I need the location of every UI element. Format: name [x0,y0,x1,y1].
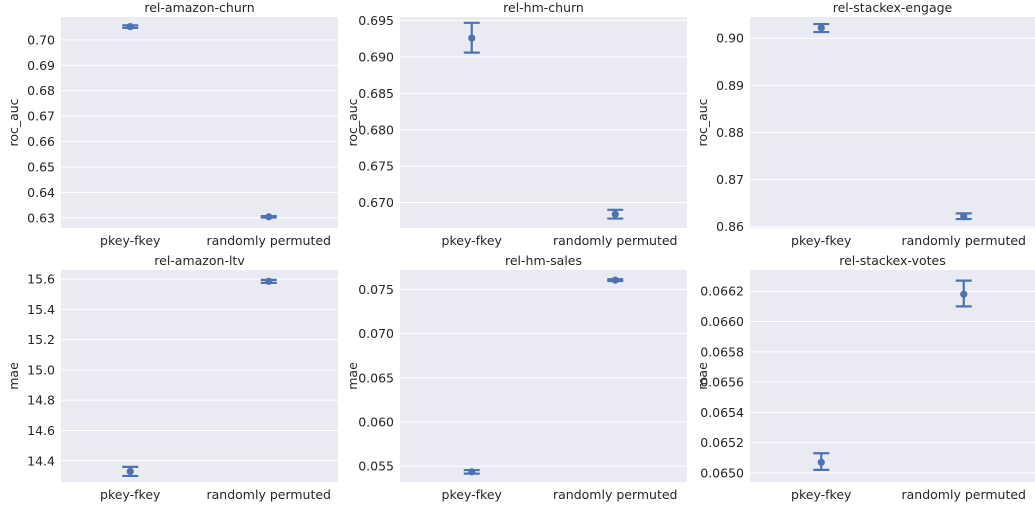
y-tick-label: 0.070 [358,326,394,341]
y-tick-label: 15.0 [27,362,55,377]
y-tick-label: 0.675 [358,159,394,174]
y-tick-label: 15.2 [27,332,55,347]
data-point [611,276,619,284]
x-tick-label: randomly permuted [902,487,1027,502]
axes-background [750,17,1035,228]
y-axis-label: mae [345,362,360,390]
y-tick-label: 0.680 [358,122,394,137]
subplot-title: rel-amazon-churn [144,0,254,15]
y-tick-label: 0.065 [358,370,394,385]
x-tick-label: randomly permuted [207,487,332,502]
y-tick-label: 0.0656 [700,375,744,390]
x-tick-label: randomly permuted [553,233,678,248]
axes-background [400,17,687,228]
subplot-title: rel-hm-churn [503,0,584,15]
data-point [126,467,134,475]
y-tick-label: 0.695 [358,13,394,28]
subplot-title: rel-stackex-engage [833,0,953,15]
y-tick-label: 0.70 [27,32,55,47]
y-tick-label: 0.66 [27,134,55,149]
y-tick-label: 0.67 [27,109,55,124]
y-tick-label: 0.0652 [700,435,744,450]
x-tick-label: randomly permuted [207,233,332,248]
subplot-rel-hm-sales: 0.055 0.060 0.065 0.070 0.075 pkey-fkey random… [345,253,687,502]
y-tick-label: 15.6 [27,272,55,287]
x-tick-label: pkey-fkey [442,233,503,248]
axes-background [750,270,1035,482]
axes-background [400,270,687,482]
y-tick-label: 0.87 [716,172,744,187]
y-tick-label: 0.690 [358,50,394,65]
y-axis-label: roc_auc [695,98,710,146]
y-tick-label: 0.88 [716,125,744,140]
data-point [126,23,134,31]
y-tick-label: 15.4 [27,302,55,317]
data-point [265,213,273,221]
data-point [468,34,476,42]
subplot-rel-amazon-churn: 0.63 0.64 0.65 0.66 0.67 0.68 0.69 0.70 pkey-fke… [6,0,338,248]
subplot-rel-stackex-votes: 0.0650 0.0652 0.0654 0.0656 0.0658 0.0660 0.06… [695,253,1035,502]
subplot-rel-amazon-ltv: 14.4 14.6 14.8 15.0 15.2 15.4 15.6 pkey-fkey ran… [6,253,338,502]
y-tick-label: 0.0660 [700,314,744,329]
x-tick-label: pkey-fkey [791,487,852,502]
x-tick-label: randomly permuted [902,233,1027,248]
data-point [817,458,825,466]
y-tick-label: 0.68 [27,83,55,98]
y-tick-label: 0.060 [358,414,394,429]
axes-background [61,270,338,482]
y-tick-label: 14.6 [27,423,55,438]
y-axis-label: roc_auc [6,98,21,146]
y-tick-label: 14.8 [27,393,55,408]
y-tick-label: 0.89 [716,78,744,93]
data-point [960,290,968,298]
data-point [611,210,619,218]
y-axis-label: mae [6,362,21,390]
y-tick-label: 0.0654 [700,405,744,420]
x-tick-label: pkey-fkey [100,487,161,502]
y-axis-label: roc_auc [345,98,360,146]
x-tick-label: pkey-fkey [442,487,503,502]
x-tick-label: pkey-fkey [791,233,852,248]
x-tick-label: randomly permuted [553,487,678,502]
y-tick-label: 0.0658 [700,344,744,359]
subplot-title: rel-stackex-votes [839,253,945,268]
y-tick-label: 14.4 [27,453,55,468]
y-tick-label: 0.685 [358,86,394,101]
y-tick-label: 0.63 [27,210,55,225]
axes-background [61,17,338,228]
y-tick-label: 0.90 [716,31,744,46]
subplot-title: rel-amazon-ltv [154,253,245,268]
data-point [817,24,825,32]
subplot-title: rel-hm-sales [505,253,582,268]
y-tick-label: 0.0662 [700,284,744,299]
y-tick-label: 0.0650 [700,465,744,480]
data-point [265,277,273,285]
y-tick-label: 0.86 [716,219,744,234]
y-axis-label: mae [695,362,710,390]
y-tick-label: 0.670 [358,195,394,210]
y-tick-label: 0.65 [27,159,55,174]
y-tick-label: 0.69 [27,58,55,73]
x-tick-label: pkey-fkey [100,233,161,248]
data-point [468,468,476,476]
y-tick-label: 0.075 [358,282,394,297]
y-tick-label: 0.64 [27,185,55,200]
subplot-rel-hm-churn: 0.670 0.675 0.680 0.685 0.690 0.695 pkey-fkey r… [345,0,687,248]
y-tick-label: 0.055 [358,459,394,474]
subplot-rel-stackex-engage: 0.86 0.87 0.88 0.89 0.90 pkey-fkey randomly pe… [695,0,1035,248]
data-point [960,212,968,220]
